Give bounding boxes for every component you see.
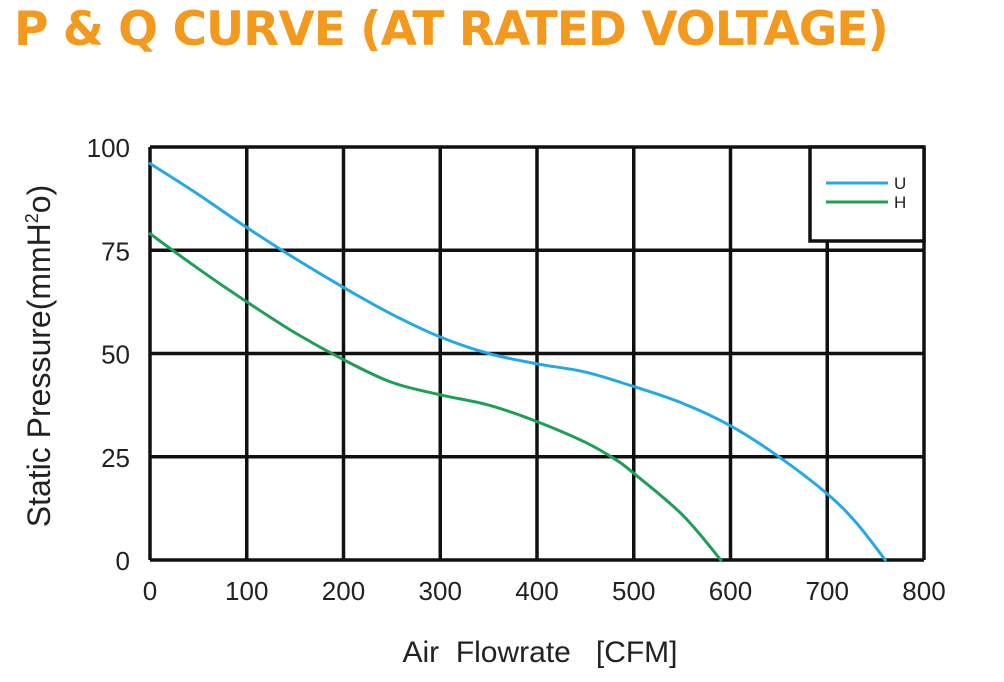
x-tick-label: 400 — [515, 576, 558, 606]
x-tick-label: 700 — [806, 576, 849, 606]
x-tick-label: 200 — [322, 576, 365, 606]
x-tick-label: 600 — [709, 576, 752, 606]
y-tick-labels: 0 25 50 75 100 — [87, 133, 130, 576]
y-axis-label-main: Static Pressure(mmH — [21, 223, 57, 527]
y-tick-label: 50 — [101, 340, 130, 370]
x-tick-labels: 0 100 200 300 400 500 600 700 800 — [143, 576, 946, 606]
x-tick-label: 300 — [419, 576, 462, 606]
chart-grid — [148, 145, 926, 562]
x-tick-label: 500 — [612, 576, 655, 606]
x-axis-label: Air Flowrate [CFM] — [402, 636, 677, 669]
legend: UH — [808, 145, 926, 243]
series-lines — [148, 162, 887, 562]
series-line-h — [148, 232, 723, 562]
y-axis-label-end: o) — [21, 185, 57, 213]
x-tick-label: 100 — [225, 576, 268, 606]
y-tick-label: 0 — [116, 546, 130, 576]
chart-title: P & Q CURVE (AT RATED VOLTAGE) — [14, 2, 889, 57]
legend-label-h: H — [894, 193, 906, 212]
y-tick-label: 75 — [101, 236, 130, 266]
legend-label-u: U — [894, 174, 906, 193]
y-tick-label: 25 — [101, 443, 130, 473]
legend-box — [808, 145, 926, 243]
x-tick-label: 0 — [143, 576, 157, 606]
y-axis-label-sup: 2 — [22, 213, 42, 223]
y-axis-label: Static Pressure(mmH2o) — [21, 185, 57, 528]
series-line-u — [148, 162, 887, 562]
y-tick-label: 100 — [87, 133, 130, 163]
x-tick-label: 800 — [902, 576, 945, 606]
